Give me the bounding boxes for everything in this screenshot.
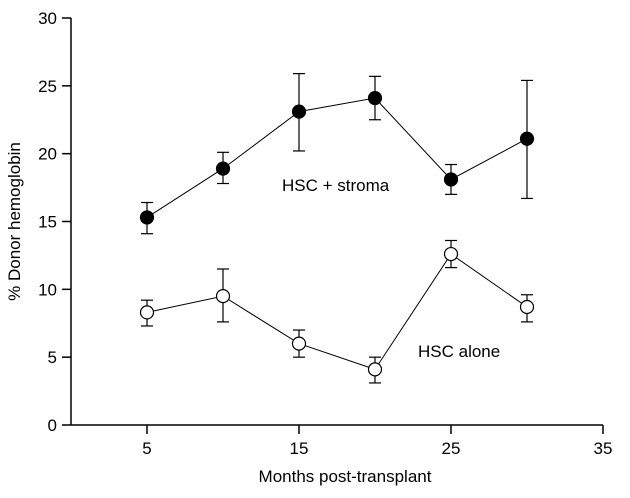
y-tick-label: 10 <box>38 280 57 299</box>
x-ticks: 5 15 25 35 <box>142 425 612 458</box>
series-label-hsc-alone: HSC alone <box>418 342 500 361</box>
x-tick-label: 35 <box>594 439 613 458</box>
data-point <box>519 299 535 315</box>
y-tick-label: 0 <box>48 416 57 435</box>
series-1 <box>139 239 535 384</box>
data-point <box>443 246 459 262</box>
x-tick-label: 15 <box>290 439 309 458</box>
plot-series <box>139 73 535 384</box>
x-tick-label: 25 <box>442 439 461 458</box>
y-ticks: 0 5 10 15 20 25 30 <box>38 9 71 435</box>
x-axis: 5 15 25 35 <box>71 424 612 458</box>
series-line <box>146 253 528 370</box>
y-tick-label: 20 <box>38 145 57 164</box>
y-tick-label: 5 <box>48 348 57 367</box>
y-axis-title: % Donor hemoglobin <box>5 142 24 301</box>
series-line <box>146 97 528 218</box>
data-point <box>215 289 231 304</box>
data-point <box>443 172 459 187</box>
data-point <box>139 210 155 225</box>
series-label-hsc-stroma: HSC + stroma <box>282 176 390 195</box>
data-point <box>519 131 535 146</box>
y-tick-label: 30 <box>38 9 57 28</box>
data-point <box>139 305 155 320</box>
data-point <box>215 161 231 176</box>
x-tick-label: 5 <box>142 439 151 458</box>
series-0 <box>139 73 535 235</box>
y-axis: 0 5 10 15 20 25 30 <box>38 9 72 435</box>
data-point <box>291 336 307 351</box>
data-point <box>291 104 307 119</box>
data-point <box>367 90 383 106</box>
data-point <box>367 362 383 377</box>
y-tick-label: 25 <box>38 77 57 96</box>
x-axis-title: Months post-transplant <box>259 467 432 486</box>
y-tick-label: 15 <box>38 213 57 232</box>
